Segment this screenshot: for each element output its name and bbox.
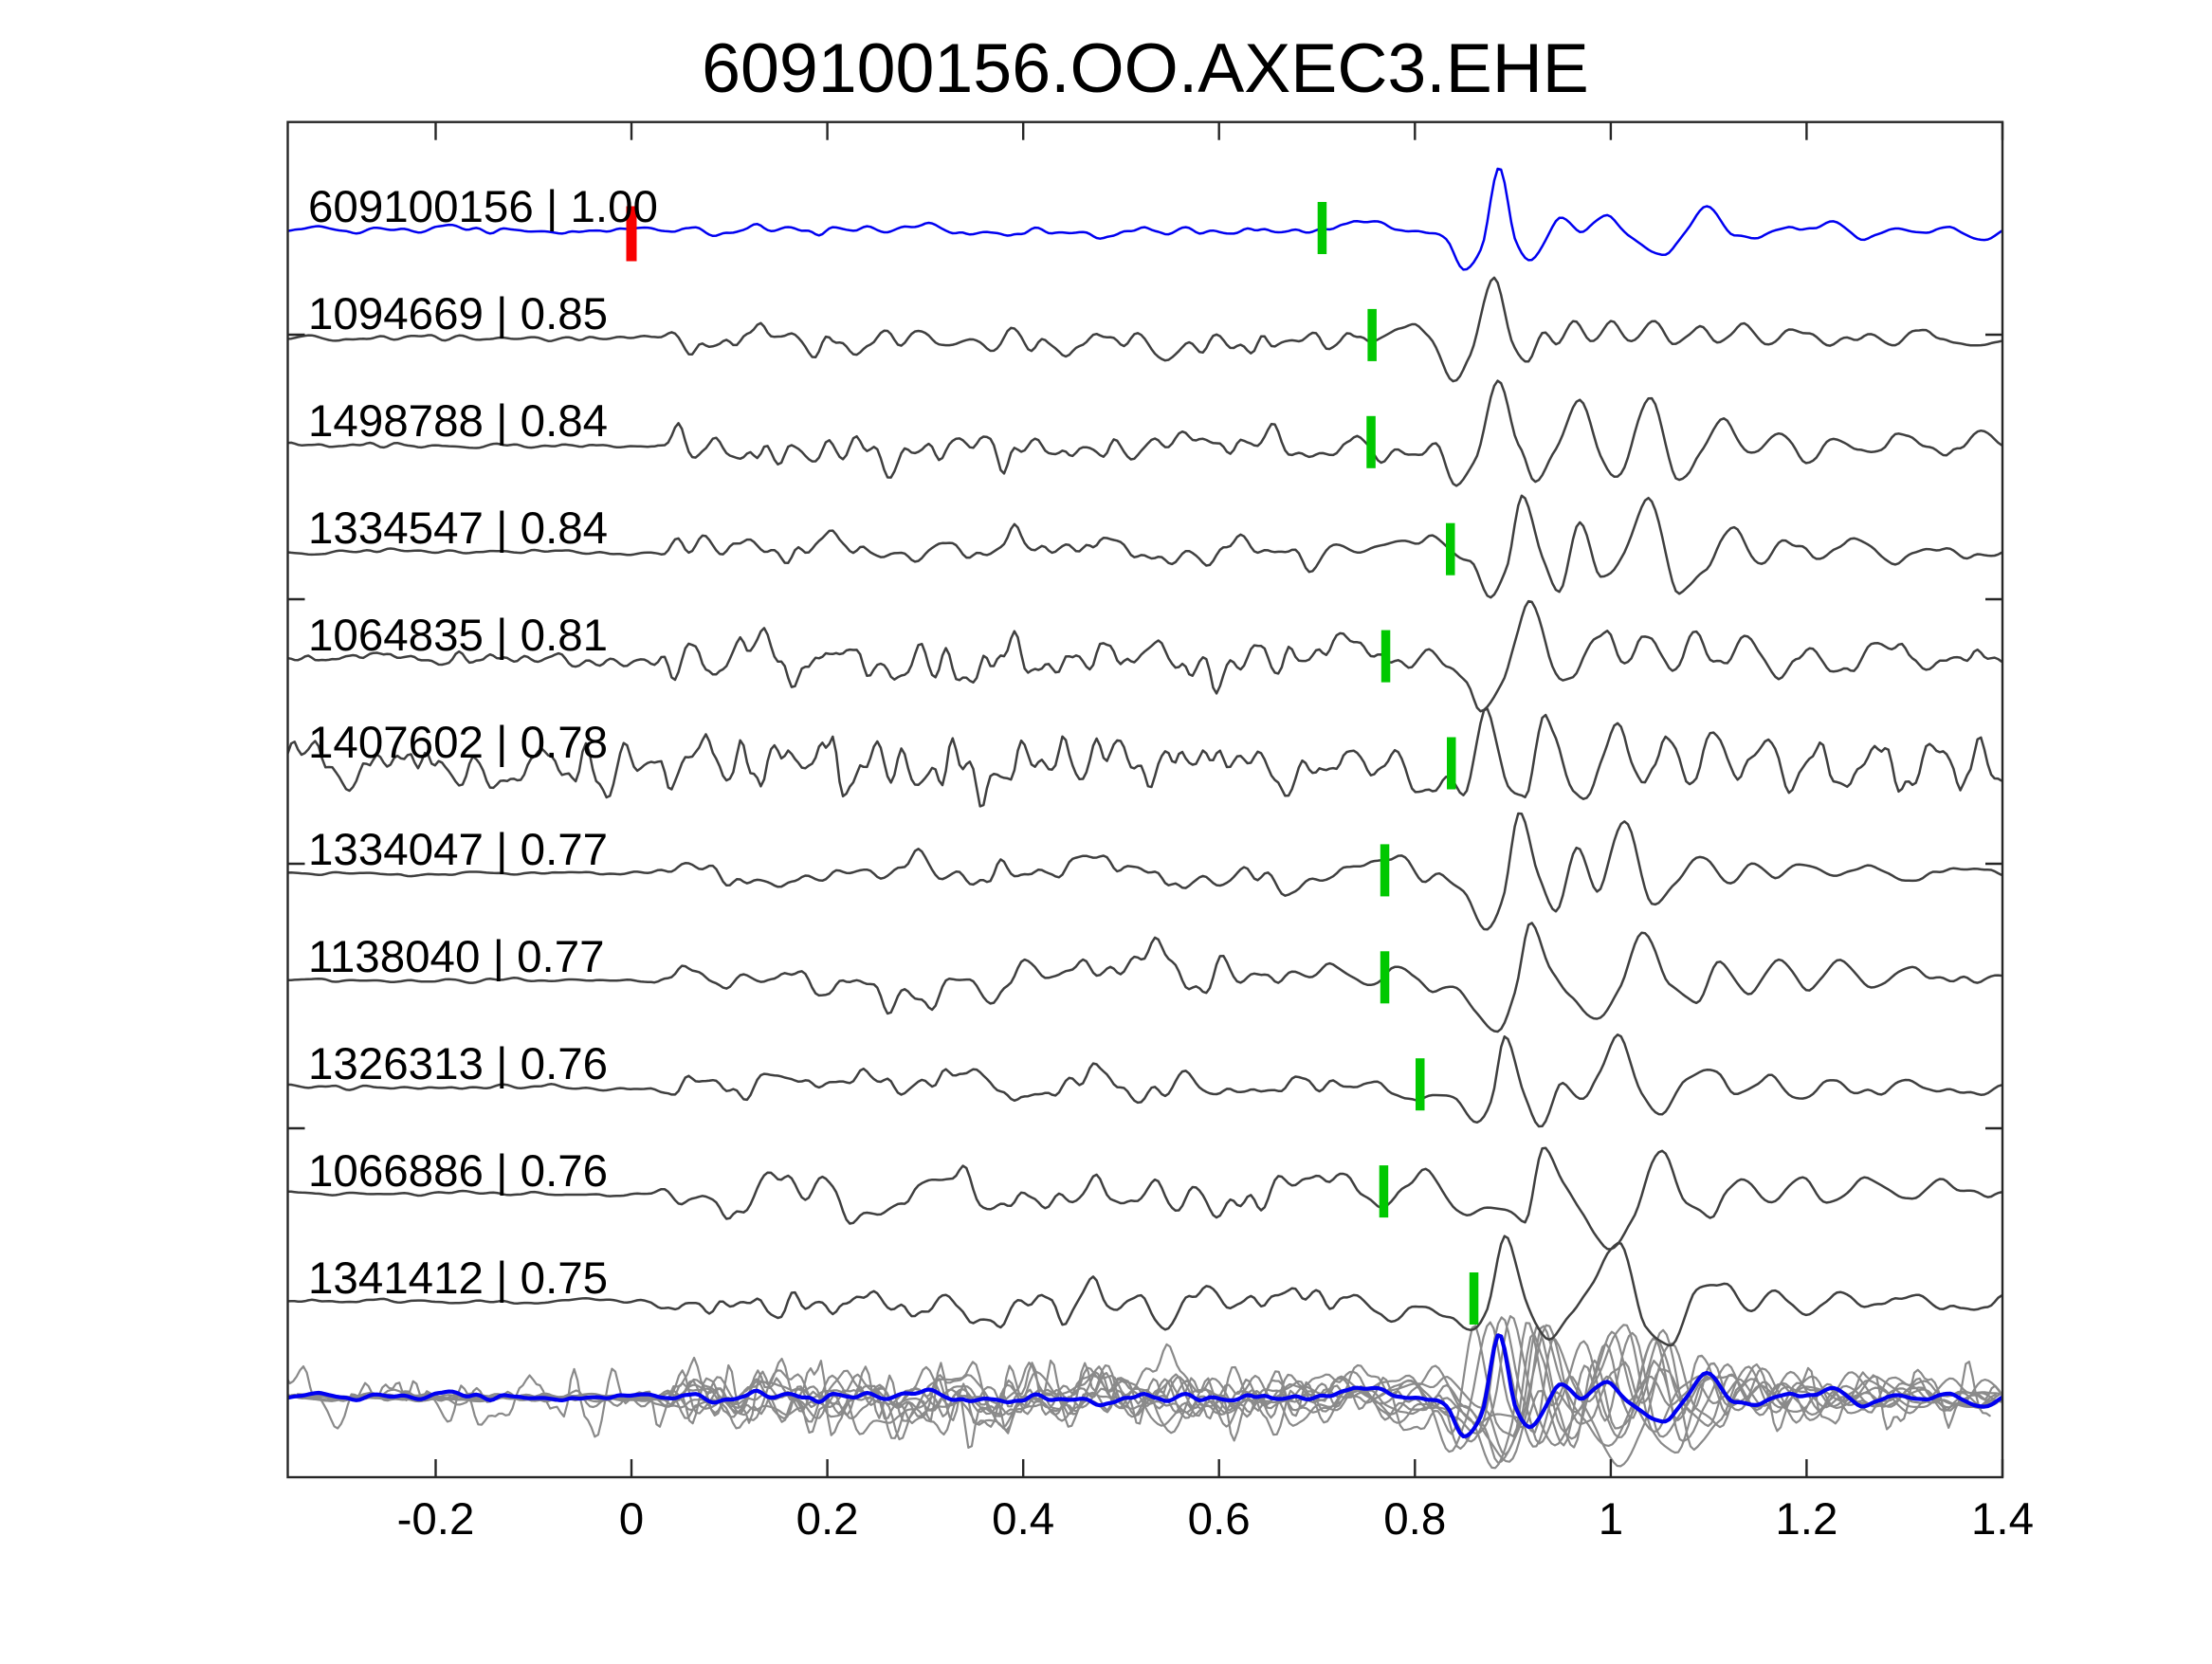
svg-text:1326313 | 0.76: 1326313 | 0.76 xyxy=(308,1039,608,1089)
svg-text:0.2: 0.2 xyxy=(796,1494,859,1545)
svg-text:1407602 | 0.78: 1407602 | 0.78 xyxy=(308,718,608,768)
svg-text:0.4: 0.4 xyxy=(992,1494,1054,1545)
svg-text:0.6: 0.6 xyxy=(1188,1494,1251,1545)
svg-text:1: 1 xyxy=(1599,1494,1623,1545)
svg-text:0.8: 0.8 xyxy=(1383,1494,1446,1545)
svg-text:1066886 | 0.76: 1066886 | 0.76 xyxy=(308,1146,608,1197)
svg-text:1.4: 1.4 xyxy=(1971,1494,2034,1545)
svg-text:1138040 | 0.77: 1138040 | 0.77 xyxy=(308,932,605,982)
svg-text:0: 0 xyxy=(619,1494,644,1545)
svg-text:1334047 | 0.77: 1334047 | 0.77 xyxy=(308,825,608,875)
svg-text:1094669 | 0.85: 1094669 | 0.85 xyxy=(308,289,608,339)
svg-text:-0.2: -0.2 xyxy=(397,1494,475,1545)
svg-text:1.2: 1.2 xyxy=(1775,1494,1837,1545)
svg-text:1064835 | 0.81: 1064835 | 0.81 xyxy=(308,611,608,661)
svg-text:1341412 | 0.75: 1341412 | 0.75 xyxy=(308,1253,608,1304)
svg-text:609100156 | 1.00: 609100156 | 1.00 xyxy=(308,182,658,232)
svg-text:1334547 | 0.84: 1334547 | 0.84 xyxy=(308,503,608,554)
svg-text:1498788 | 0.84: 1498788 | 0.84 xyxy=(308,396,608,447)
svg-text:609100156.OO.AXEC3.EHE: 609100156.OO.AXEC3.EHE xyxy=(702,28,1589,107)
